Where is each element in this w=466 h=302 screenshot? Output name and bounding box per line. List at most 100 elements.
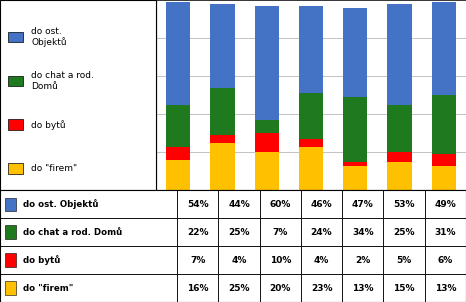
Bar	[387, 4, 412, 105]
Bar	[301, 218, 342, 246]
Bar	[343, 8, 368, 97]
Text: 49%: 49%	[434, 200, 456, 209]
Bar	[432, 165, 456, 190]
Text: do chat a rod.
Domů: do chat a rod. Domů	[31, 71, 94, 91]
Bar	[5, 198, 16, 211]
Bar	[425, 274, 466, 302]
Text: 25%: 25%	[228, 284, 250, 293]
Bar	[342, 218, 384, 246]
Bar	[0, 274, 177, 302]
Text: do bytů: do bytů	[23, 255, 61, 265]
Bar	[5, 226, 16, 239]
Bar	[432, 95, 456, 154]
Bar	[384, 274, 425, 302]
Text: 25%: 25%	[228, 228, 250, 237]
Bar	[425, 190, 466, 218]
Bar	[0, 190, 177, 218]
Bar	[8, 163, 23, 174]
Bar	[166, 160, 191, 190]
Bar	[301, 274, 342, 302]
Bar	[210, 143, 235, 190]
Bar	[166, 2, 191, 105]
Text: 22%: 22%	[187, 228, 208, 237]
Bar	[254, 6, 279, 120]
Text: do ost.
Objektů: do ost. Objektů	[31, 27, 67, 47]
Bar	[425, 246, 466, 274]
Bar	[219, 246, 260, 274]
Text: 10%: 10%	[269, 255, 291, 265]
Bar	[384, 246, 425, 274]
Bar	[0, 246, 177, 274]
Text: 34%: 34%	[352, 228, 374, 237]
Bar	[254, 133, 279, 152]
Bar	[254, 152, 279, 190]
Bar	[177, 190, 219, 218]
Text: 54%: 54%	[187, 200, 208, 209]
Bar	[387, 152, 412, 162]
Text: 60%: 60%	[269, 200, 291, 209]
Text: 13%: 13%	[435, 284, 456, 293]
Bar	[177, 274, 219, 302]
Text: 24%: 24%	[311, 228, 332, 237]
Bar	[5, 281, 16, 295]
Bar	[343, 97, 368, 162]
Bar	[177, 218, 219, 246]
Bar	[166, 105, 191, 146]
Bar	[260, 190, 301, 218]
Bar	[299, 139, 323, 146]
Bar	[384, 218, 425, 246]
Text: do bytů: do bytů	[31, 120, 66, 130]
Bar	[219, 218, 260, 246]
Bar	[5, 253, 16, 267]
Bar	[384, 190, 425, 218]
Bar	[8, 119, 23, 130]
Bar	[254, 120, 279, 133]
Text: 4%: 4%	[231, 255, 247, 265]
Bar	[342, 246, 384, 274]
Bar	[301, 246, 342, 274]
Bar	[299, 93, 323, 139]
Text: 15%: 15%	[393, 284, 415, 293]
Bar	[177, 246, 219, 274]
Bar	[210, 88, 235, 135]
Text: 13%: 13%	[352, 284, 374, 293]
Bar	[425, 218, 466, 246]
Bar	[432, 154, 456, 165]
Text: 6%: 6%	[438, 255, 453, 265]
Text: do "firem": do "firem"	[31, 164, 77, 173]
Bar	[299, 6, 323, 93]
Text: 7%: 7%	[273, 228, 288, 237]
Bar	[299, 146, 323, 190]
Bar	[210, 4, 235, 88]
Bar	[260, 274, 301, 302]
Text: do "firem": do "firem"	[23, 284, 74, 293]
Text: 31%: 31%	[435, 228, 456, 237]
Bar	[8, 76, 23, 86]
Text: 47%: 47%	[352, 200, 374, 209]
Bar	[387, 105, 412, 152]
Text: 44%: 44%	[228, 200, 250, 209]
Bar	[432, 2, 456, 95]
FancyBboxPatch shape	[0, 0, 156, 190]
Text: 16%: 16%	[187, 284, 208, 293]
Text: 53%: 53%	[393, 200, 415, 209]
Bar	[301, 190, 342, 218]
Bar	[260, 218, 301, 246]
Text: 20%: 20%	[269, 284, 291, 293]
Text: do ost. Objektů: do ost. Objektů	[23, 199, 99, 209]
Bar	[166, 146, 191, 160]
Text: 5%: 5%	[397, 255, 412, 265]
Text: 7%: 7%	[190, 255, 206, 265]
Text: do chat a rod. Domů: do chat a rod. Domů	[23, 228, 123, 237]
Bar	[387, 162, 412, 190]
Bar	[0, 218, 177, 246]
Text: 2%: 2%	[355, 255, 370, 265]
Text: 23%: 23%	[311, 284, 332, 293]
Bar	[219, 190, 260, 218]
Bar	[8, 32, 23, 42]
Bar	[342, 190, 384, 218]
Bar	[210, 135, 235, 143]
Bar	[342, 274, 384, 302]
Bar	[219, 274, 260, 302]
Text: 25%: 25%	[393, 228, 415, 237]
